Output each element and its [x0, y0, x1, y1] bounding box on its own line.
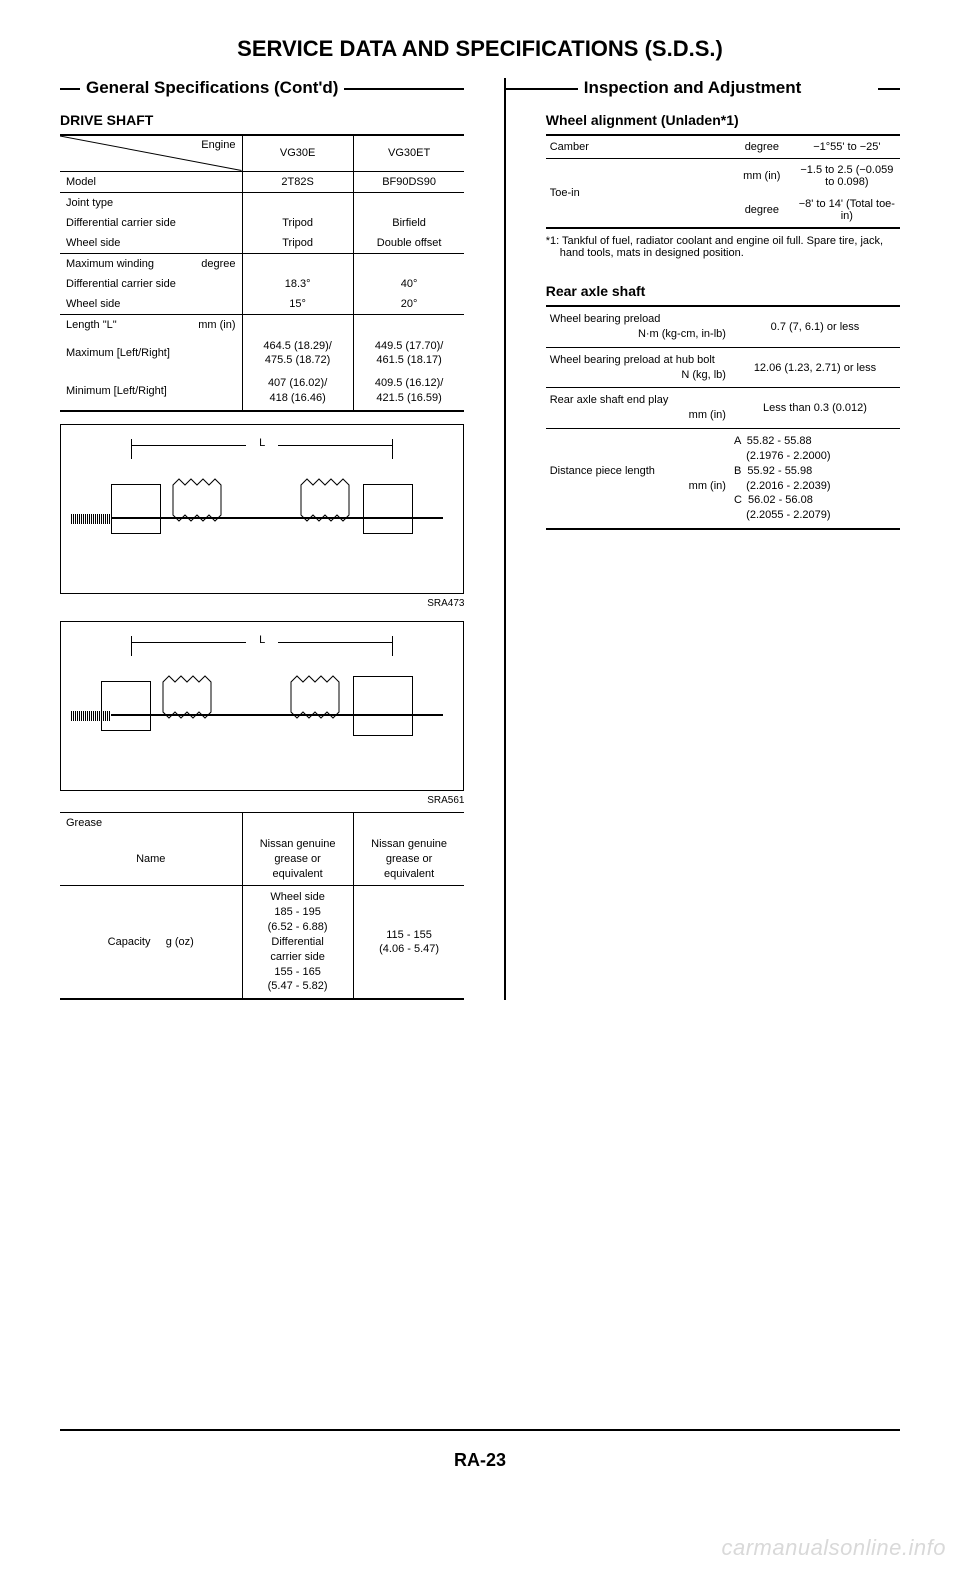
page-title: SERVICE DATA AND SPECIFICATIONS (S.D.S.) — [60, 36, 900, 62]
preload-unit: N·m (kg-cm, in-lb) — [638, 327, 726, 342]
page: SERVICE DATA AND SPECIFICATIONS (S.D.S.)… — [0, 0, 960, 1581]
grease-name-v1: Nissan genuine grease or equivalent — [242, 833, 353, 886]
boot-icon — [161, 674, 215, 720]
grease-heading: Grease — [60, 812, 242, 833]
row-model-v1: 2T82S — [242, 171, 353, 192]
camber-value: −1°55' to −25' — [794, 135, 900, 159]
toein-deg-unit: degree — [730, 193, 794, 228]
distance-unit: mm (in) — [689, 479, 726, 494]
row-lenmin-v2: 409.5 (16.12)/ 421.5 (16.59) — [353, 372, 464, 411]
engine-label: Engine — [201, 139, 235, 151]
boot-icon — [299, 477, 353, 523]
row-lenmax-v1: 464.5 (18.29)/ 475.5 (18.72) — [242, 335, 353, 373]
alignment-table: Camber degree −1°55' to −25' Toe-in mm (… — [546, 134, 900, 229]
toein-mm-value: −1.5 to 2.5 (−0.059 to 0.098) — [794, 159, 900, 194]
toein-deg-value: −8' to 14' (Total toe-in) — [794, 193, 900, 228]
boot-icon — [171, 477, 225, 523]
col-vg30e: VG30E — [242, 135, 353, 171]
row-wheelside-v2: Double offset — [353, 233, 464, 254]
row-length-label: Length "L" — [66, 319, 117, 331]
col-vg30et: VG30ET — [353, 135, 464, 171]
camber-label: Camber — [546, 135, 730, 159]
grease-name-v2: Nissan genuine grease or equivalent — [353, 833, 464, 886]
drive-shaft-table: Engine VG30E VG30ET Model 2T82S BF90DS90… — [60, 134, 464, 412]
footer-rule — [60, 1429, 900, 1431]
preload-bolt-label: Wheel bearing preload at hub bolt — [550, 354, 715, 366]
endplay-label: Rear axle shaft end play — [550, 394, 669, 406]
right-section-header: Inspection and Adjustment — [546, 78, 900, 98]
row-model-v2: BF90DS90 — [353, 171, 464, 192]
row-wheelside-v1: Tripod — [242, 233, 353, 254]
row-lenmin-label: Minimum [Left/Right] — [60, 372, 242, 411]
figure-sra561: L — [60, 621, 464, 791]
toein-label: Toe-in — [546, 159, 730, 229]
boot-icon — [289, 674, 343, 720]
row-mwdiff-label: Differential carrier side — [60, 274, 242, 294]
alignment-heading: Wheel alignment (Unladen*1) — [546, 112, 900, 128]
row-mwwheel-v2: 20° — [353, 294, 464, 315]
preload-label: Wheel bearing preload — [550, 313, 661, 325]
row-mwdiff-v1: 18.3° — [242, 274, 353, 294]
row-mwdiff-v2: 40° — [353, 274, 464, 294]
preload-value: 0.7 (7, 6.1) or less — [730, 306, 900, 347]
distance-value: A 55.82 - 55.88 (2.1976 - 2.2000) B 55.9… — [730, 429, 900, 530]
endplay-value: Less than 0.3 (0.012) — [730, 388, 900, 429]
grease-name-label: Name — [60, 833, 242, 886]
row-lenmax-label: Maximum [Left/Right] — [60, 335, 242, 373]
two-column-layout: General Specifications (Cont'd) DRIVE SH… — [60, 78, 900, 1000]
column-divider — [504, 78, 505, 1000]
left-column: General Specifications (Cont'd) DRIVE SH… — [60, 78, 464, 1000]
row-lenmax-v2: 449.5 (17.70)/ 461.5 (18.17) — [353, 335, 464, 373]
grease-cap-v2: 115 - 155 (4.06 - 5.47) — [353, 886, 464, 999]
figure2-code: SRA561 — [60, 795, 464, 806]
rear-axle-table: Wheel bearing preload N·m (kg-cm, in-lb)… — [546, 305, 900, 530]
distance-label: Distance piece length — [550, 465, 655, 477]
grease-cap-label: Capacity — [108, 936, 151, 948]
row-model-label: Model — [60, 171, 242, 192]
figure-L-label: L — [255, 437, 269, 449]
row-diffside-v2: Birfield — [353, 213, 464, 233]
row-wheelside-label: Wheel side — [60, 233, 242, 254]
figure-sra473: L — [60, 424, 464, 594]
figure-L-label-2: L — [255, 634, 269, 646]
right-column: Inspection and Adjustment Wheel alignmen… — [546, 78, 900, 1000]
row-jointtype-label: Joint type — [60, 192, 242, 213]
left-section-header: General Specifications (Cont'd) — [60, 78, 464, 98]
preload-bolt-value: 12.06 (1.23, 2.71) or less — [730, 347, 900, 388]
preload-bolt-unit: N (kg, lb) — [681, 368, 726, 383]
row-diffside-v1: Tripod — [242, 213, 353, 233]
row-mwwheel-v1: 15° — [242, 294, 353, 315]
row-maxwind-label: Maximum winding — [66, 258, 154, 270]
toein-mm-unit: mm (in) — [730, 159, 794, 194]
grease-cap-unit: g (oz) — [166, 936, 194, 948]
camber-unit: degree — [730, 135, 794, 159]
drive-shaft-heading: DRIVE SHAFT — [60, 112, 464, 128]
grease-cap-v1: Wheel side 185 - 195 (6.52 - 6.88) Diffe… — [242, 886, 353, 999]
alignment-note: *1: Tankful of fuel, radiator coolant an… — [546, 235, 900, 259]
row-lenmin-v1: 407 (16.02)/ 418 (16.46) — [242, 372, 353, 411]
figure1-code: SRA473 — [60, 598, 464, 609]
rear-axle-heading: Rear axle shaft — [546, 283, 900, 299]
watermark: carmanualsonline.info — [721, 1535, 946, 1561]
row-length-unit: mm (in) — [198, 319, 235, 331]
row-diffside-label: Differential carrier side — [60, 213, 242, 233]
grease-table: Grease Name Nissan genuine grease or equ… — [60, 812, 464, 1000]
endplay-unit: mm (in) — [689, 408, 726, 423]
page-number: RA-23 — [0, 1450, 960, 1471]
row-mwwheel-label: Wheel side — [60, 294, 242, 315]
row-maxwind-unit: degree — [201, 258, 235, 270]
